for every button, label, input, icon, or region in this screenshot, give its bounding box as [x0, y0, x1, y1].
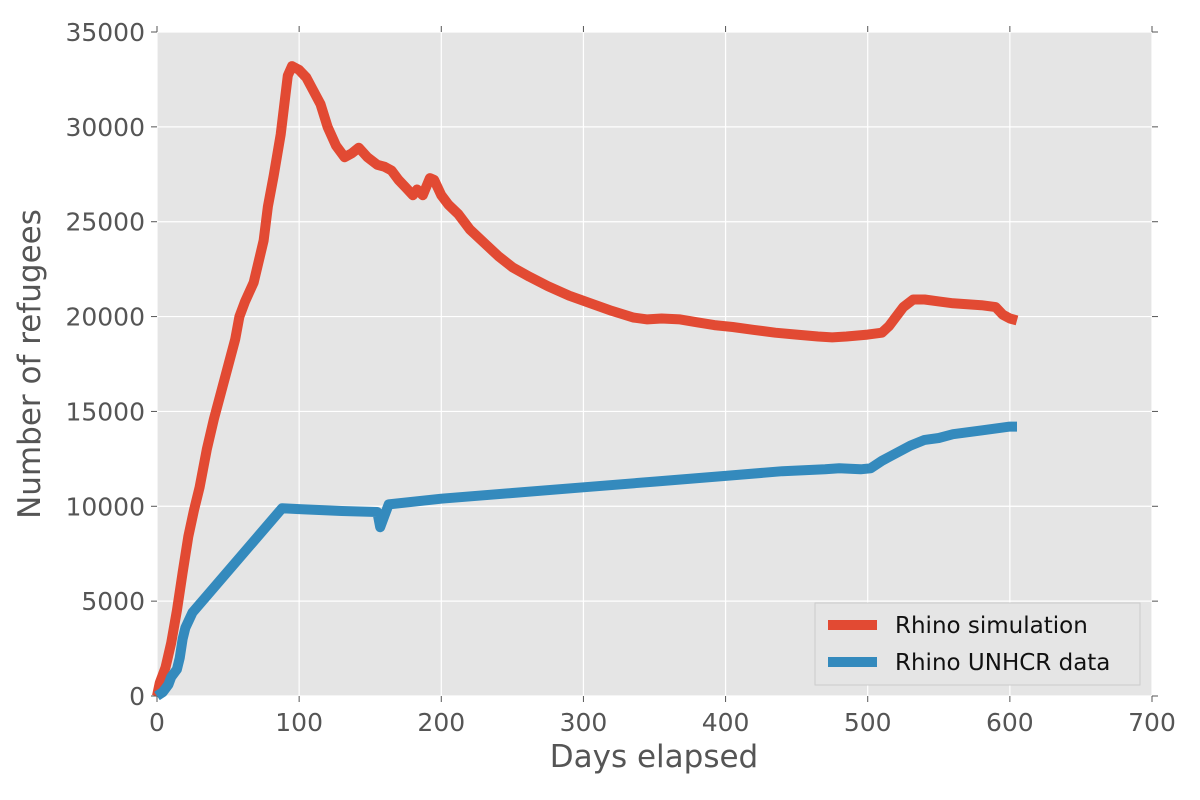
y-tick-label: 20000 [65, 303, 145, 332]
ticks [151, 26, 1158, 702]
x-tick-label: 200 [417, 708, 465, 737]
tick-labels: 0 100 200 300 400 500 600 700 0 5000 10000 15000 200… [65, 18, 1175, 737]
x-tick-label: 100 [275, 708, 323, 737]
series-line-1 [152, 61, 1019, 698]
y-axis-label: Number of refugees [12, 209, 48, 519]
x-tick-label: 0 [149, 708, 165, 737]
y-tick-label: 35000 [65, 18, 145, 47]
x-tick-label: 700 [1128, 708, 1176, 737]
x-tick-label: 300 [560, 708, 608, 737]
x-tick-label: 500 [844, 708, 892, 737]
y-tick-label: 25000 [65, 208, 145, 237]
series-lines [152, 61, 1019, 701]
legend-label-2: Rhino UNHCR data [895, 650, 1110, 676]
y-tick-label: 15000 [65, 397, 145, 426]
plot-area [157, 32, 1152, 696]
legend: Rhino simulation Rhino UNHCR data [814, 602, 1141, 686]
legend-frame [814, 602, 1141, 686]
y-tick-label: 30000 [65, 113, 145, 142]
x-axis-label: Days elapsed [550, 739, 758, 775]
x-tick-label: 400 [702, 708, 750, 737]
legend-label-1: Rhino simulation [895, 613, 1088, 639]
y-tick-label: 0 [129, 682, 145, 711]
y-tick-label: 10000 [65, 492, 145, 521]
x-tick-label: 600 [986, 708, 1034, 737]
y-tick-label: 5000 [81, 587, 145, 616]
series-line-2 [154, 421, 1017, 701]
